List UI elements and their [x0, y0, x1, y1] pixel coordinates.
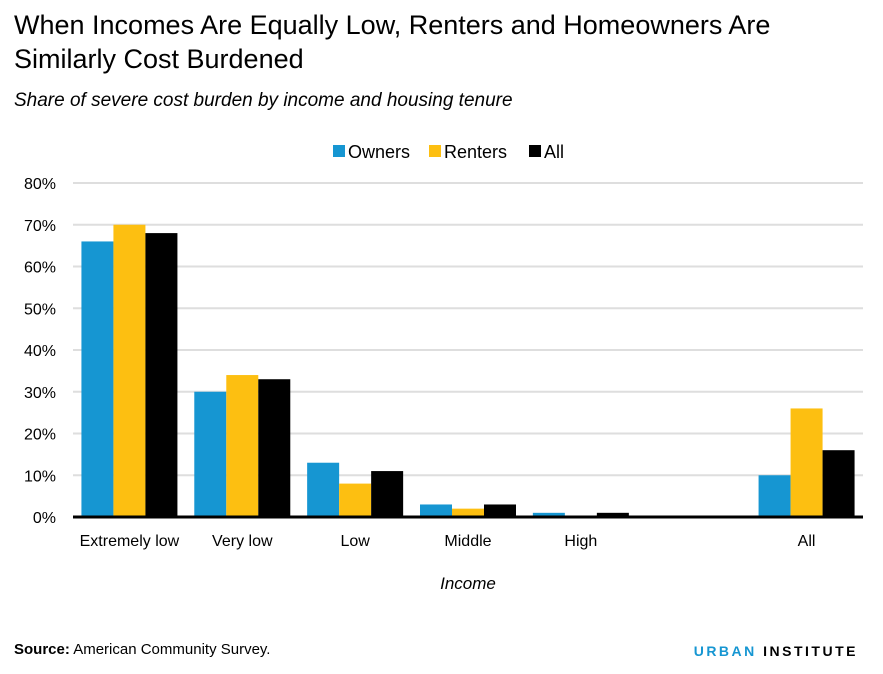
bar-all [822, 450, 855, 517]
bar-owners [194, 391, 227, 517]
source-label: Source: [14, 641, 70, 658]
y-tick-label: 20% [24, 427, 56, 444]
bar-all [258, 379, 291, 517]
bar-renters [113, 224, 146, 517]
bar-chart: 0% 10% 20% 30% 40% 50% 60% 70% 80% Extremely low V… [24, 142, 863, 593]
x-tick-label: Extremely low [80, 533, 180, 550]
y-tick-label: 60% [24, 260, 56, 277]
bar-renters [790, 408, 823, 517]
legend-label: Owners [348, 142, 410, 162]
source-text: American Community Survey. [69, 641, 271, 658]
x-tick-label: Very low [212, 533, 273, 550]
bar-owners [420, 504, 452, 517]
bar-owners [758, 475, 791, 517]
y-tick-label: 0% [33, 510, 56, 527]
bar-all [371, 471, 404, 517]
chart-subtitle: Share of severe cost burden by income an… [14, 90, 513, 111]
y-tick-label: 10% [24, 468, 56, 485]
bar-all [484, 504, 516, 517]
y-tick-label: 70% [24, 218, 56, 235]
legend-swatch [529, 145, 541, 157]
bar-all [145, 233, 178, 517]
x-axis-label: Income [440, 574, 496, 593]
bar-all [596, 512, 629, 517]
y-tick-label: 40% [24, 343, 56, 360]
x-tick-label: Low [340, 533, 370, 550]
x-tick-label: High [564, 533, 597, 550]
chart-title: When Incomes Are Equally Low, Renters an… [14, 10, 771, 74]
legend-label: All [544, 142, 564, 162]
y-tick-label: 80% [24, 176, 56, 193]
source-note: Source: American Community Survey. [14, 641, 270, 658]
urban-institute-logo: URBAN INSTITUTE [694, 643, 858, 659]
logo-institute: INSTITUTE [763, 643, 858, 659]
legend: Owners Renters All [333, 142, 564, 162]
logo-urban: URBAN [693, 643, 757, 659]
x-tick-label: Middle [444, 533, 491, 550]
bar-renters [226, 375, 259, 517]
legend-label: Renters [444, 142, 507, 162]
bar-owners [307, 462, 340, 517]
bar-owners [532, 512, 565, 517]
bar-owners [81, 241, 114, 517]
legend-swatch [333, 145, 345, 157]
bar-renters [452, 508, 484, 517]
bar-renters [339, 483, 372, 517]
y-tick-label: 50% [24, 301, 56, 318]
legend-swatch [429, 145, 441, 157]
y-tick-label: 30% [24, 385, 56, 402]
x-tick-label: All [798, 533, 816, 550]
